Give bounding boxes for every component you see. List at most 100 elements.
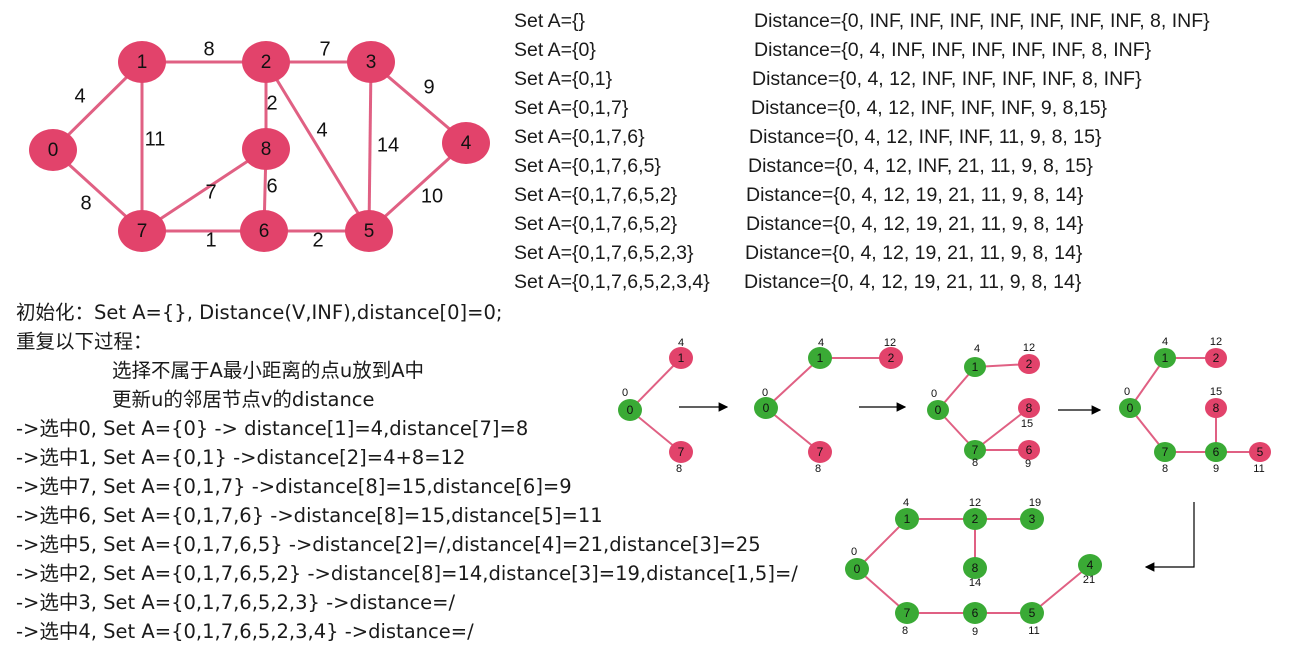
- mini-node-circle-0: [618, 399, 642, 421]
- mini-node-distance-1: 4: [974, 343, 980, 355]
- table-distance-2: Distance={0, 4, 12, INF, INF, INF, INF, …: [752, 68, 1142, 90]
- mini-node-label-8: 8: [1213, 401, 1220, 415]
- mini-node-distance-7: 8: [1162, 463, 1168, 475]
- mini-node-label-1: 1: [817, 351, 824, 365]
- table-set-5: Set A={0,1,7,6,5}: [514, 155, 661, 177]
- mini-node-distance-7: 8: [902, 625, 908, 637]
- mini-node-distance-0: 0: [1124, 386, 1130, 398]
- node-8: 8: [242, 128, 290, 170]
- mini-node-label-1: 1: [972, 360, 979, 374]
- mini-node-1: 14: [669, 337, 693, 369]
- mini-node-distance-1: 4: [1162, 336, 1168, 348]
- mini-node-1: 14: [895, 497, 919, 530]
- mini-node-circle-1: [895, 508, 919, 530]
- mini-node-circle-3: [1020, 508, 1044, 530]
- mini-edge-5-4: [1031, 564, 1091, 614]
- edge-weight-0-1: 4: [74, 85, 85, 107]
- mini-node-1: 14: [964, 343, 986, 377]
- mini-node-circle-0: [1119, 398, 1141, 418]
- mini-node-label-7: 7: [972, 443, 979, 457]
- node-circle-7: [118, 210, 166, 252]
- mini-node-label-1: 1: [904, 512, 911, 526]
- mini-edge-0-7: [765, 407, 821, 453]
- node-label-5: 5: [364, 221, 375, 242]
- mini-node-circle-5: [1249, 442, 1271, 462]
- edge-2-5: [264, 61, 371, 232]
- table-distance-9: Distance={0, 4, 12, 19, 21, 11, 9, 8, 14…: [744, 271, 1082, 293]
- mini-node-8: 815: [1205, 386, 1227, 418]
- mini-edge-7-8: [974, 407, 1030, 451]
- arrow-4: [1144, 502, 1195, 572]
- mini-node-circle-7: [1154, 442, 1176, 462]
- table-set-6: Set A={0,1,7,6,5,2}: [514, 184, 678, 206]
- mini-node-7: 78: [964, 440, 986, 469]
- node-label-1: 1: [137, 52, 148, 73]
- mini-node-circle-1: [669, 347, 693, 369]
- node-3: 3: [347, 41, 395, 83]
- mini-node-label-2: 2: [972, 512, 979, 526]
- edge-weight-8-7: 7: [205, 181, 216, 203]
- table-distance-0: Distance={0, INF, INF, INF, INF, INF, IN…: [754, 10, 1210, 32]
- step-line-4: ->选中5, Set A={0,1,7,6,5} ->distance[2]=/…: [16, 533, 761, 556]
- mini-node-circle-6: [963, 602, 987, 624]
- table-set-3: Set A={0,1,7}: [514, 97, 629, 119]
- mini-node-distance-6: 9: [1213, 463, 1219, 475]
- mini-graphs: 0014780014212780014212815786900142128157…: [618, 336, 1271, 638]
- edge-8-7: [141, 147, 267, 233]
- mini-node-circle-7: [964, 440, 986, 460]
- edge-weight-6-5: 2: [312, 229, 323, 251]
- mini-node-3: 319: [1020, 497, 1044, 530]
- edge-weight-3-5: 14: [377, 134, 399, 156]
- mini-node-circle-7: [808, 441, 832, 463]
- node-label-6: 6: [259, 221, 270, 242]
- mini-node-distance-7: 8: [676, 463, 682, 475]
- node-circle-2: [242, 41, 290, 83]
- mini-node-circle-6: [1205, 442, 1227, 462]
- mini-node-distance-2: 12: [1023, 342, 1035, 354]
- node-4: 4: [442, 122, 490, 164]
- mini-node-label-4: 4: [1087, 558, 1094, 572]
- mini-node-2: 212: [1018, 342, 1040, 374]
- step-line-2: ->选中7, Set A={0,1,7} ->distance[8]=15,di…: [16, 475, 572, 498]
- node-label-2: 2: [261, 52, 272, 73]
- mini-node-label-5: 5: [1257, 445, 1264, 459]
- mini-node-2: 212: [963, 497, 987, 530]
- mini-edge-0-1: [629, 357, 682, 411]
- mini-node-distance-1: 4: [903, 497, 909, 509]
- mini-node-6: 69: [1018, 440, 1040, 470]
- mini-node-label-3: 3: [1029, 512, 1036, 526]
- edge-weight-1-7: 11: [145, 128, 166, 150]
- mini-node-label-2: 2: [1026, 357, 1033, 371]
- mini-node-7: 78: [669, 441, 693, 475]
- mini-node-8: 814: [963, 557, 987, 589]
- mini-node-distance-3: 19: [1029, 497, 1041, 509]
- mini-node-7: 78: [808, 441, 832, 475]
- node-6: 6: [240, 210, 288, 252]
- table-set-0: Set A={}: [514, 10, 586, 32]
- edge-weight-1-2: 8: [203, 38, 214, 60]
- table-set-8: Set A={0,1,7,6,5,2,3}: [514, 242, 694, 264]
- node-label-8: 8: [261, 139, 272, 160]
- mini-node-distance-6: 9: [972, 626, 978, 638]
- mini-node-2: 212: [879, 337, 903, 369]
- mini-node-distance-1: 4: [818, 337, 824, 349]
- node-circle-6: [240, 210, 288, 252]
- mini-node-label-6: 6: [1026, 443, 1033, 457]
- mini-node-circle-1: [964, 357, 986, 377]
- step-line-5: ->选中2, Set A={0,1,7,6,5,2} ->distance[8]…: [16, 562, 798, 585]
- mini-node-7: 78: [895, 602, 919, 637]
- mini-node-label-1: 1: [1162, 351, 1169, 365]
- node-label-4: 4: [461, 133, 472, 154]
- mini-node-1: 14: [808, 337, 832, 369]
- main-graph: 4 8 7 9 11 2 4 14 8 7 6 10 1 2 0 1 2 3 4 5 6 7 8: [29, 38, 490, 252]
- mini-node-label-7: 7: [904, 606, 911, 620]
- mini-node-circle-0: [754, 397, 778, 419]
- mini-node-0: 00: [1119, 386, 1141, 418]
- mini-node-label-0: 0: [854, 562, 861, 576]
- node-label-3: 3: [366, 52, 377, 73]
- mini-node-0: 00: [754, 387, 778, 419]
- mini-node-distance-7: 8: [972, 457, 978, 469]
